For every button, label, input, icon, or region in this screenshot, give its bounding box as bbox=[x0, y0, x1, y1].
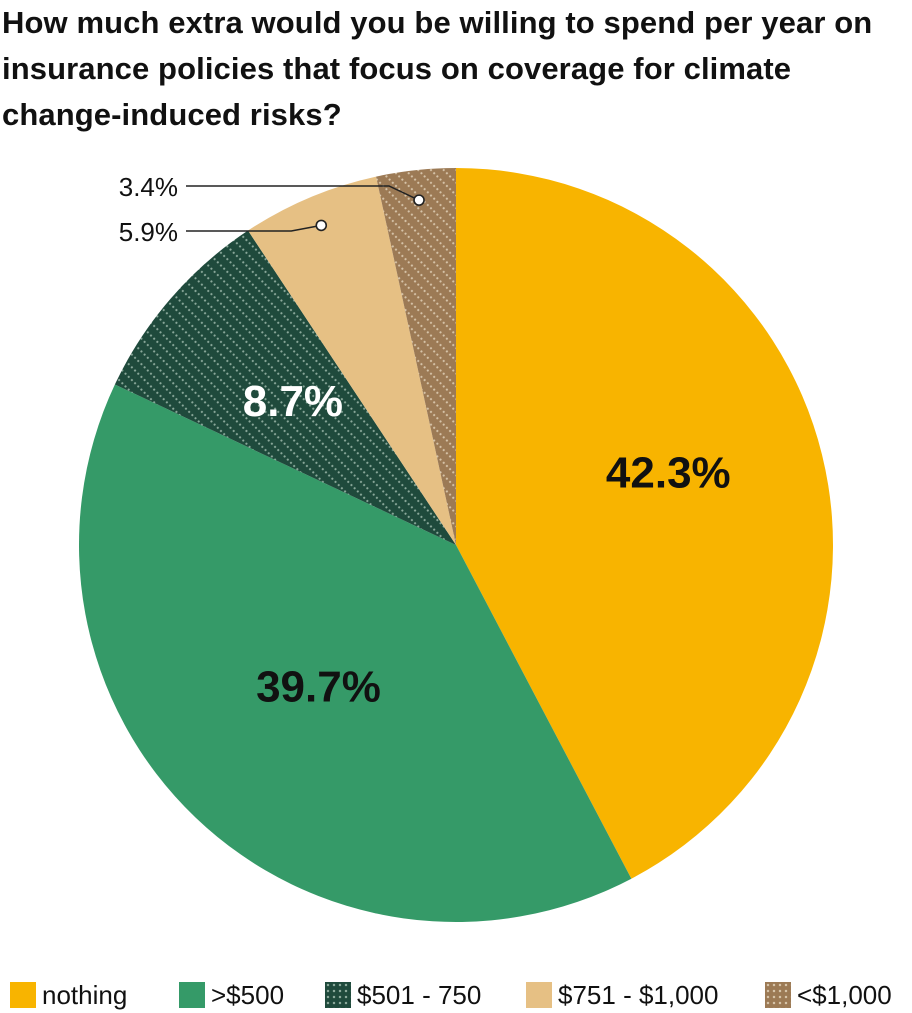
pie-slice-751-1-000 bbox=[248, 176, 456, 545]
slice-label-nothing: 42.3% bbox=[606, 449, 731, 498]
slice-label-1-000: 3.4% bbox=[119, 172, 178, 202]
legend-swatch-501-750 bbox=[325, 982, 351, 1008]
pie-slice-501-750 bbox=[114, 230, 457, 545]
legend-swatch-751-1-000 bbox=[526, 982, 552, 1008]
legend-item-501-750: $501 - 750 bbox=[325, 977, 481, 1013]
legend-swatch-nothing bbox=[10, 982, 36, 1008]
pie-slice-nothing bbox=[456, 168, 833, 879]
legend-label-nothing: nothing bbox=[42, 980, 128, 1010]
chart-title: How much extra would you be willing to s… bbox=[2, 5, 873, 132]
pie-slice-500 bbox=[79, 384, 632, 922]
callout-dot-1-000 bbox=[413, 194, 425, 206]
legend-swatch-1-000 bbox=[765, 982, 791, 1008]
slice-label-501-750: 8.7% bbox=[243, 377, 343, 426]
slice-label-500: 39.7% bbox=[256, 663, 381, 712]
callout-line-751-1-000 bbox=[186, 224, 322, 232]
legend: nothing >$500 $501 - 750 $751 - $1,000 <$1,0… bbox=[0, 977, 912, 1013]
legend-item-751-1-000: $751 - $1,000 bbox=[526, 977, 718, 1013]
pie-callouts bbox=[186, 185, 425, 232]
callout-dot-751-1-000 bbox=[315, 219, 328, 232]
legend-item-1-000: <$1,000 bbox=[765, 977, 892, 1013]
legend-swatch-500 bbox=[179, 982, 205, 1008]
pie-slice-1-000 bbox=[376, 168, 456, 545]
legend-label-501-750: $501 - 750 bbox=[357, 980, 482, 1010]
slice-label-751-1-000: 5.9% bbox=[119, 217, 178, 247]
pie-labels: 42.3% 39.7% 8.7% 5.9% 3.4% bbox=[119, 172, 731, 712]
callout-line-1-000 bbox=[186, 185, 420, 201]
legend-label-500: >$500 bbox=[211, 980, 285, 1010]
legend-item-500: >$500 bbox=[179, 977, 284, 1013]
legend-label-751-1-000: $751 - $1,000 bbox=[558, 980, 719, 1010]
legend-item-nothing: nothing bbox=[10, 977, 127, 1013]
legend-label-1-000: <$1,000 bbox=[797, 980, 892, 1010]
pie-slices bbox=[79, 168, 833, 922]
